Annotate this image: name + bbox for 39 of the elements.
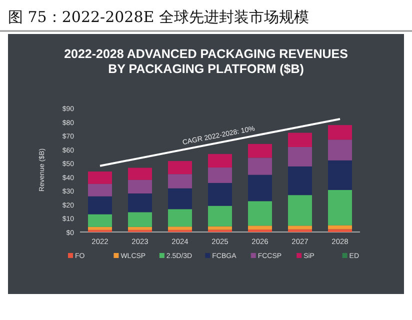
bar — [128, 212, 152, 227]
bar — [288, 195, 312, 226]
bar — [128, 168, 152, 180]
bar — [168, 161, 192, 174]
bar — [88, 184, 112, 196]
bar — [288, 146, 312, 166]
bar — [328, 190, 352, 226]
bar — [88, 214, 112, 227]
bar — [328, 225, 352, 230]
bar — [128, 226, 152, 230]
bar — [208, 168, 232, 183]
chart-title: 图 75：2022-2028E 全球先进封装市场规模 — [8, 8, 309, 26]
bar — [328, 160, 352, 190]
bar — [88, 196, 112, 214]
bar — [288, 132, 312, 147]
bar — [328, 229, 352, 232]
bar — [208, 206, 232, 226]
bar — [248, 226, 272, 230]
bar — [168, 209, 192, 227]
bar — [88, 226, 112, 230]
chart-subtitle: 2022-2028 ADVANCED PACKAGING REVENUES BY PACKAGING PLATFORM ($B) — [64, 47, 348, 76]
bar — [288, 226, 312, 230]
bar — [248, 174, 272, 202]
bar — [208, 226, 232, 230]
bar — [248, 158, 272, 175]
bar — [168, 226, 192, 230]
bar — [168, 188, 192, 210]
bar — [328, 125, 352, 140]
bar — [288, 229, 312, 232]
bar — [248, 144, 272, 158]
bar — [128, 180, 152, 194]
bar — [88, 172, 112, 184]
bar — [208, 182, 232, 206]
bar — [168, 174, 192, 188]
bar — [248, 201, 272, 226]
bar — [328, 140, 352, 160]
bar — [208, 154, 232, 168]
bar — [128, 193, 152, 212]
bar — [288, 166, 312, 196]
